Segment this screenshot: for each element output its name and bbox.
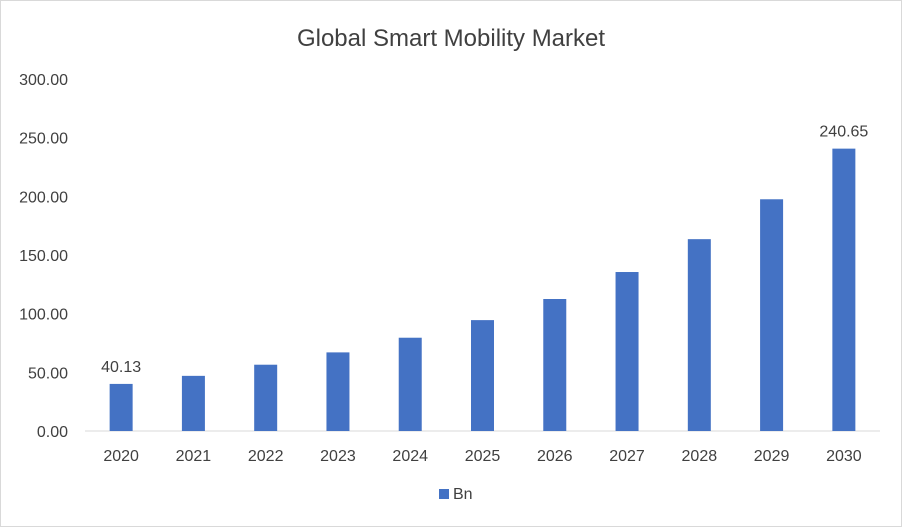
bar-2023 xyxy=(326,352,350,431)
y-tick-label: 200.00 xyxy=(19,189,68,206)
bar-2021 xyxy=(181,375,205,431)
data-label-2020: 40.13 xyxy=(101,359,141,376)
bar-2029 xyxy=(760,199,784,431)
data-label-2030: 240.65 xyxy=(819,124,868,141)
x-tick-label: 2026 xyxy=(537,448,573,465)
x-tick-label: 2022 xyxy=(248,448,284,465)
y-axis-ticks: 0.00 50.00 100.00 150.00 200.00 250.00 300.00 xyxy=(19,72,68,441)
bars xyxy=(109,148,856,431)
x-tick-label: 2021 xyxy=(176,448,212,465)
y-tick-label: 250.00 xyxy=(19,131,68,148)
legend: Bn xyxy=(439,486,473,503)
y-tick-label: 0.00 xyxy=(37,424,68,441)
legend-label: Bn xyxy=(453,486,473,503)
bar-2025 xyxy=(471,320,494,431)
x-tick-label: 2023 xyxy=(320,448,356,465)
x-tick-label: 2020 xyxy=(103,448,139,465)
x-axis-ticks: 2020 2021 2022 2023 2024 2025 2026 2027 2028 2029… xyxy=(103,448,861,465)
x-tick-label: 2029 xyxy=(754,448,790,465)
y-tick-label: 50.00 xyxy=(28,365,68,382)
bar-2030 xyxy=(832,148,856,431)
x-tick-label: 2025 xyxy=(465,448,501,465)
bar-2026 xyxy=(543,299,567,431)
bar-2027 xyxy=(615,272,639,431)
bar-2020 xyxy=(109,383,133,431)
chart-title: Global Smart Mobility Market xyxy=(297,25,605,52)
bar-2028 xyxy=(687,239,711,431)
bar-2022 xyxy=(254,364,278,431)
x-tick-label: 2027 xyxy=(609,448,645,465)
legend-swatch xyxy=(439,489,449,499)
y-tick-label: 150.00 xyxy=(19,248,68,265)
x-tick-label: 2030 xyxy=(826,448,862,465)
x-tick-label: 2024 xyxy=(392,448,428,465)
x-tick-label: 2028 xyxy=(682,448,718,465)
data-labels: 40.13 240.65 xyxy=(101,124,868,376)
bar-2024 xyxy=(398,337,422,431)
y-tick-label: 100.00 xyxy=(19,307,68,324)
y-tick-label: 300.00 xyxy=(19,72,68,89)
